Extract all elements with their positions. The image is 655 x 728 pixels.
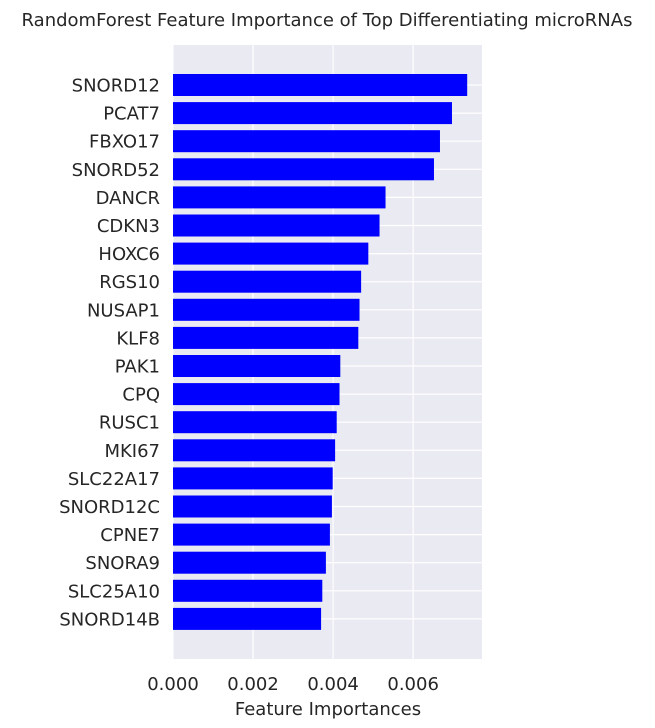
- bar-klf8: [173, 326, 359, 349]
- bar-rusc1: [173, 411, 337, 434]
- y-tick-label: CDKN3: [97, 216, 160, 237]
- x-tick-labels: 0.000 0.002 0.004 0.006: [147, 674, 439, 695]
- bar-group: [173, 74, 468, 630]
- bar-snord12: [173, 74, 468, 96]
- bar-fbxo17: [173, 130, 440, 153]
- bar-snord12c: [173, 495, 332, 518]
- x-tick-label: 0.002: [227, 674, 279, 695]
- bar-cpne7: [173, 523, 330, 546]
- chart-title: RandomForest Feature Importance of Top D…: [22, 10, 633, 31]
- bar-cpq: [173, 383, 340, 406]
- y-tick-label: SNORA9: [85, 553, 160, 574]
- bar-mki67: [173, 439, 336, 462]
- y-tick-label: RGS10: [99, 272, 160, 293]
- y-tick-label: HOXC6: [98, 244, 160, 265]
- y-tick-label: SNORD12: [72, 76, 160, 97]
- y-tick-label: SLC25A10: [68, 581, 160, 602]
- bar-cdkn3: [173, 214, 380, 237]
- y-tick-label: KLF8: [116, 328, 160, 349]
- bar-pak1: [173, 355, 341, 377]
- y-tick-label: PAK1: [115, 357, 160, 378]
- bar-rgs10: [173, 270, 362, 293]
- y-tick-label: CPQ: [122, 385, 160, 406]
- y-tick-label: MKI67: [104, 441, 160, 462]
- y-tick-label: DANCR: [96, 188, 160, 209]
- y-tick-label: SLC22A17: [68, 469, 160, 490]
- x-tick-label: 0.006: [387, 674, 439, 695]
- y-tick-label: FBXO17: [89, 132, 160, 153]
- y-tick-labels: SNORD12 PCAT7 FBXO17 SNORD52 DANCR CDKN3 HOXC6…: [59, 76, 160, 631]
- x-tick-label: 0.000: [147, 674, 199, 695]
- bar-snord52: [173, 158, 434, 181]
- bar-snord14b: [173, 607, 322, 630]
- bar-pcat7: [173, 102, 452, 125]
- bar-slc25a10: [173, 579, 323, 602]
- y-tick-label: SNORD52: [72, 160, 160, 181]
- bar-snora9: [173, 551, 326, 574]
- bar-nusap1: [173, 298, 360, 321]
- bar-slc22a17: [173, 467, 333, 490]
- y-tick-label: CPNE7: [100, 525, 160, 546]
- y-tick-label: NUSAP1: [87, 300, 160, 321]
- x-axis-label: Feature Importances: [235, 699, 421, 720]
- y-tick-label: SNORD12C: [59, 497, 160, 518]
- bar-dancr: [173, 186, 386, 209]
- bar-hoxc6: [173, 242, 369, 265]
- y-tick-label: RUSC1: [99, 413, 160, 434]
- y-tick-label: PCAT7: [103, 104, 160, 125]
- x-tick-label: 0.004: [307, 674, 359, 695]
- y-tick-label: SNORD14B: [59, 609, 160, 630]
